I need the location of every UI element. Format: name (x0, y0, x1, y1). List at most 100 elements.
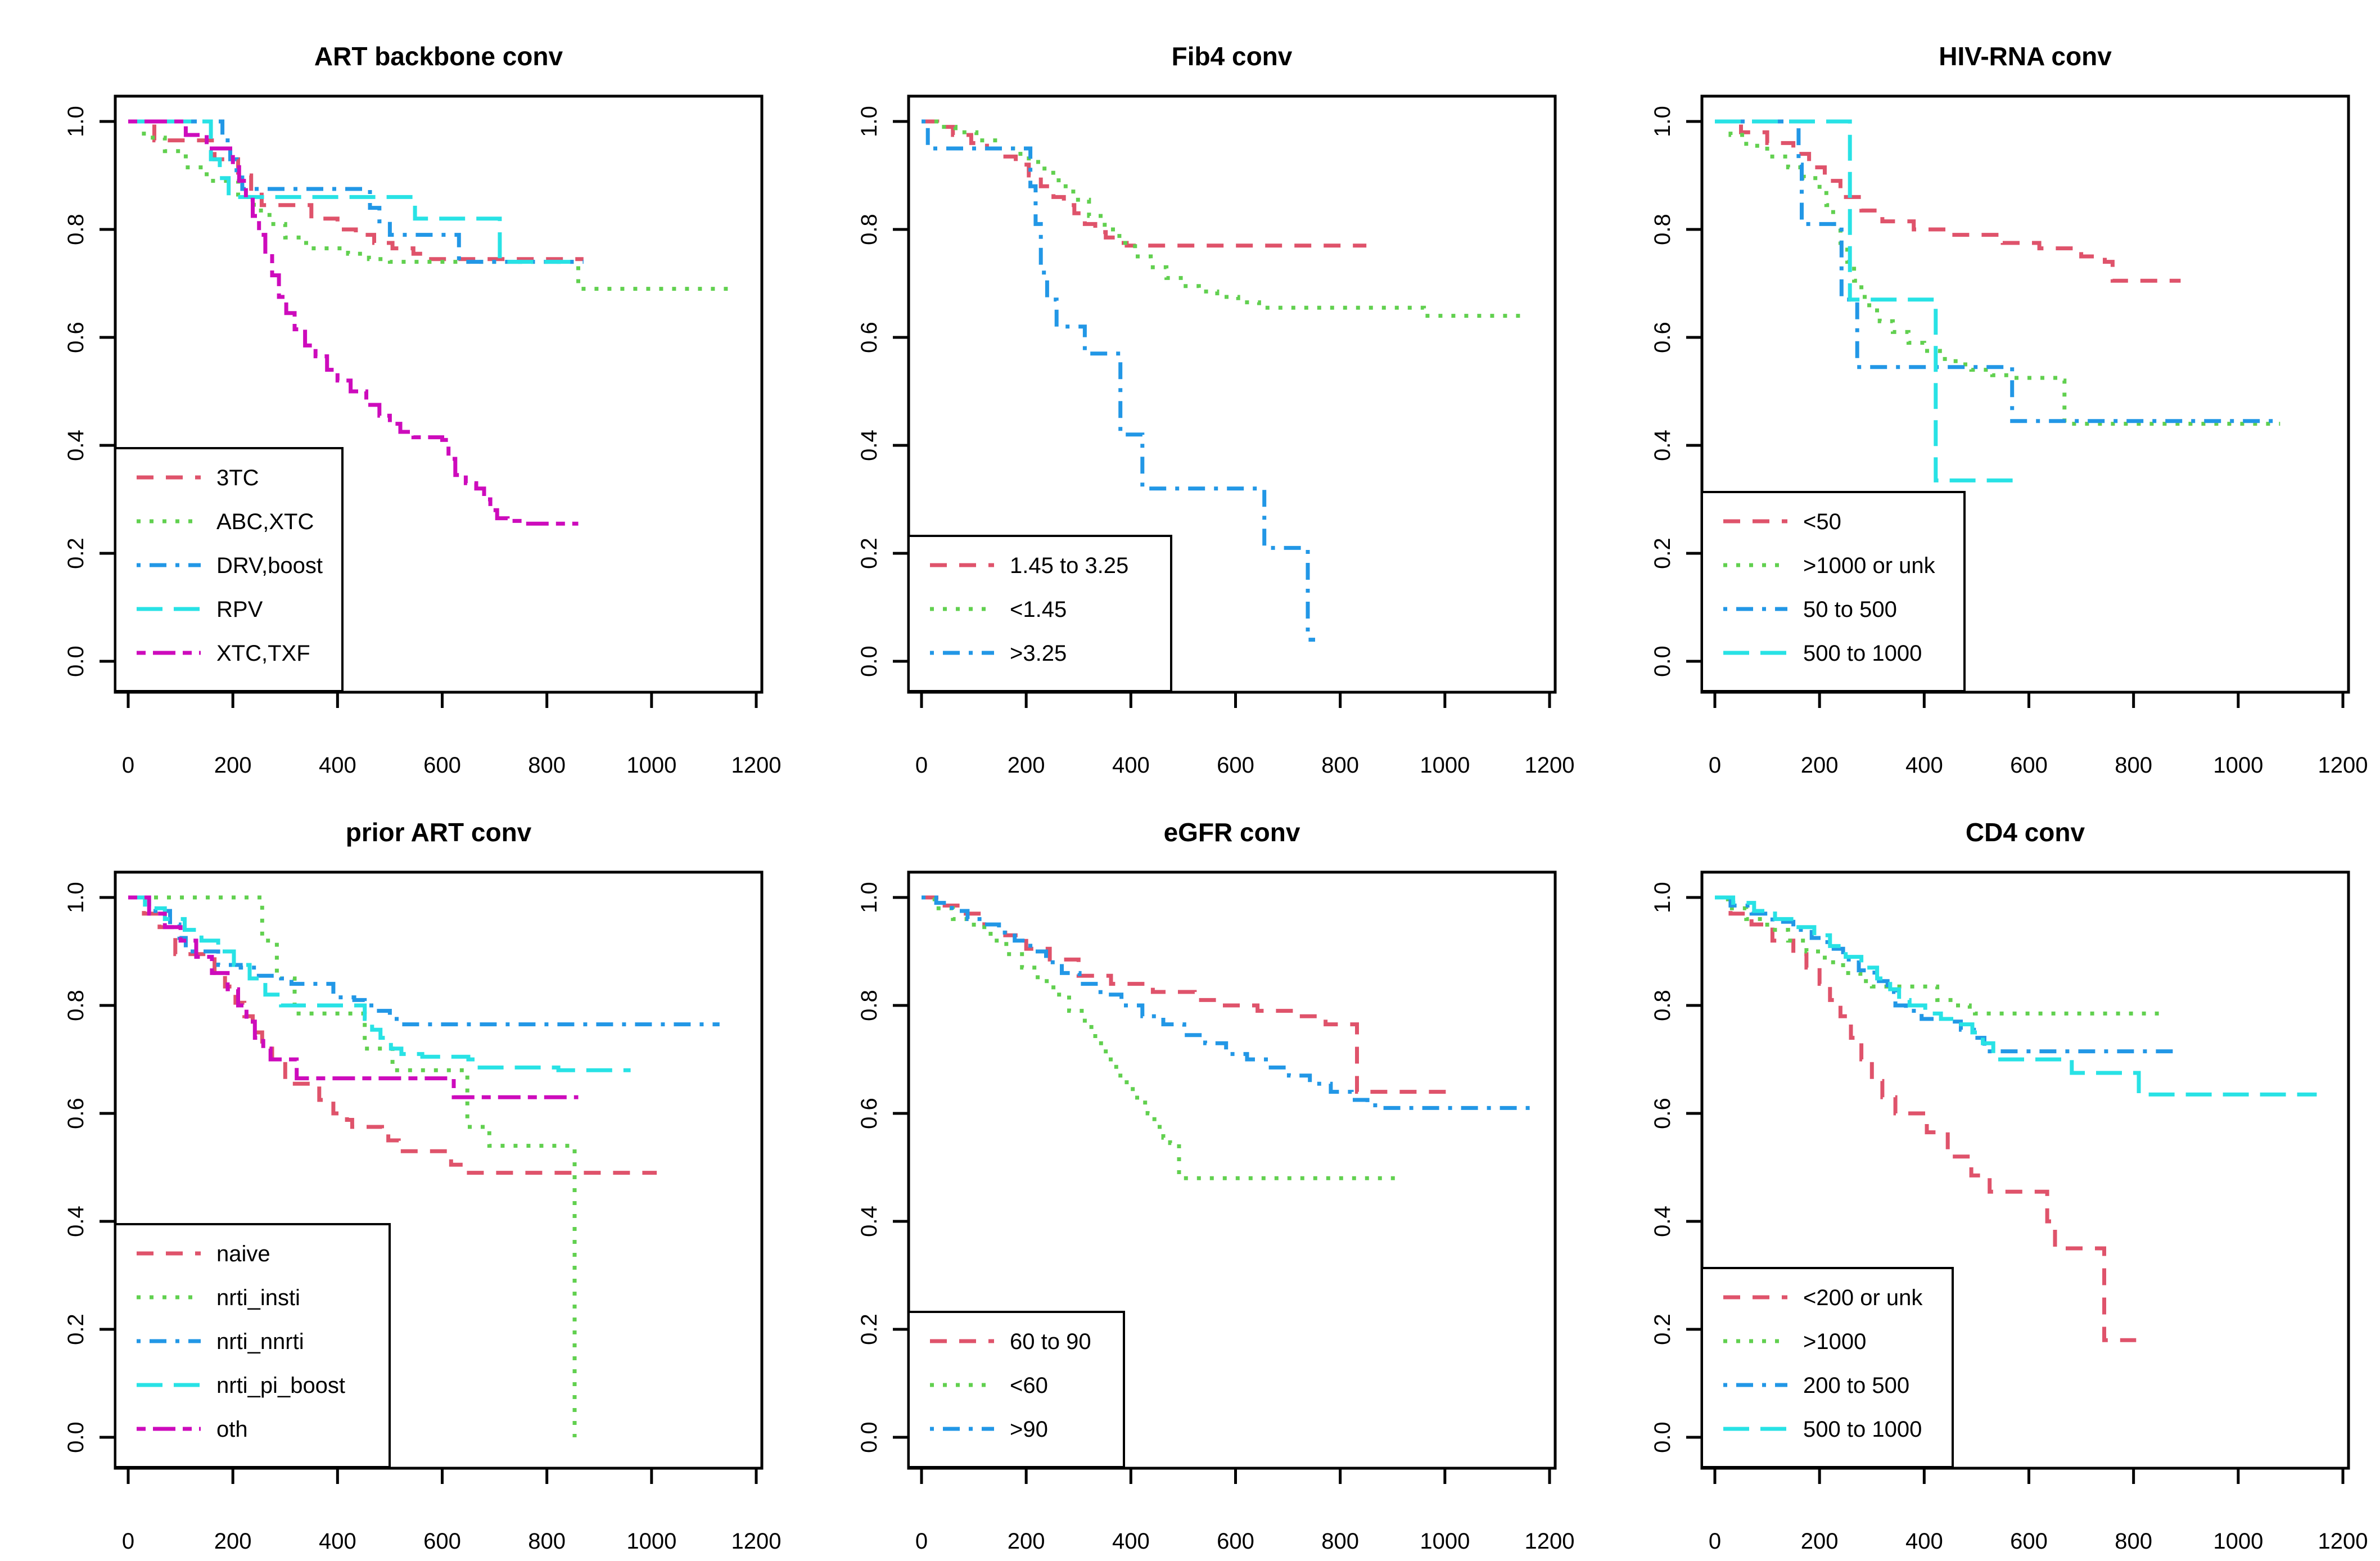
legend-label: 1.45 to 3.25 (1010, 553, 1128, 578)
y-axis-tick-label: 0.0 (857, 646, 882, 677)
y-axis-tick-label: 0.0 (1650, 1422, 1675, 1453)
y-axis-tick-label: 0.8 (857, 214, 882, 245)
panel-title: Fib4 conv (1172, 42, 1293, 71)
y-axis-tick-label: 0.4 (857, 430, 882, 461)
y-axis-tick-label: 1.0 (64, 882, 88, 913)
x-axis-tick-label: 400 (1905, 1529, 1943, 1554)
km-curve-rpv (128, 119, 576, 264)
legend: naive nrti_insti nrti_nnrti nrti_pi_boostot… (114, 1223, 391, 1468)
legend-label: 50 to 500 (1803, 597, 1897, 622)
legend-label: 3TC (216, 466, 259, 490)
y-axis-tick-label: 1.0 (857, 106, 882, 137)
legend-box (1701, 1267, 1954, 1468)
legend: <200 or unk >1000 200 to 500 500 to 1000 (1701, 1267, 1954, 1468)
legend-box (1701, 491, 1966, 692)
x-axis-tick-label: 1000 (2213, 753, 2263, 778)
x-axis-tick-label: 800 (2115, 1529, 2152, 1554)
legend-label: nrti_pi_boost (216, 1373, 345, 1398)
x-axis-tick-label: 600 (423, 1529, 461, 1554)
x-axis-tick-label: 1000 (626, 753, 676, 778)
x-axis-tick-label: 200 (1801, 1529, 1839, 1554)
x-axis-tick-label: 1200 (1525, 753, 1575, 778)
km-panel-art-backbone: ART backbone conv 0 200 400 600 800 1000 1200 0.… (22, 9, 816, 785)
x-axis-tick-label: 0 (122, 753, 134, 778)
x-axis-tick-label: 1200 (2318, 1529, 2368, 1554)
x-axis-tick-label: 800 (528, 1529, 566, 1554)
panel-title: eGFR conv (1164, 818, 1300, 847)
y-axis-tick-label: 0.6 (1650, 1098, 1675, 1129)
x-axis-tick-label: 600 (1217, 753, 1254, 778)
y-axis-tick-label: 0.2 (857, 1314, 882, 1345)
x-axis-tick-label: 0 (915, 1529, 928, 1554)
legend-label: RPV (216, 597, 263, 622)
legend-label: <60 (1010, 1373, 1048, 1398)
plot-box (907, 870, 1557, 1470)
km-curve-3tc (128, 119, 584, 261)
legend-label: 500 to 1000 (1803, 641, 1922, 666)
x-axis-tick-label: 400 (1905, 753, 1943, 778)
km-curve--3-25 (922, 119, 1315, 642)
x-axis-tick-label: 0 (915, 753, 928, 778)
x-axis-tick-label: 1200 (1525, 1529, 1575, 1554)
km-chart-svg: HIV-RNA conv 0 200 400 600 800 1000 1200 0.0 0.2 0… (1650, 42, 2368, 778)
x-axis-tick-label: 1000 (626, 1529, 676, 1554)
y-axis-tick-label: 0.6 (857, 1098, 882, 1129)
y-axis-tick-label: 0.4 (1650, 1206, 1675, 1237)
km-panel-hiv-rna: HIV-RNA conv 0 200 400 600 800 1000 1200 0.0 0.2 0… (1609, 9, 2380, 785)
x-axis-tick-label: 1200 (2318, 753, 2368, 778)
km-curve-nrti-nnrti (128, 895, 720, 1027)
panel-title: CD4 conv (1966, 818, 2085, 847)
legend-label: XTC,TXF (216, 641, 310, 666)
y-axis-tick-label: 0.0 (64, 646, 88, 677)
y-axis-tick-label: 0.4 (1650, 430, 1675, 461)
y-axis-tick-label: 0.6 (64, 322, 88, 353)
km-chart-svg: ART backbone conv 0 200 400 600 800 1000 1200 0.… (64, 42, 781, 778)
y-axis-tick-label: 0.2 (1650, 1314, 1675, 1345)
km-curve-500-to-1000 (1715, 895, 2317, 1097)
legend: 1.45 to 3.25 <1.45 >3.25 (907, 535, 1172, 692)
y-axis-tick-label: 1.0 (857, 882, 882, 913)
km-curve-oth (128, 895, 579, 1099)
km-panel-egfr: eGFR conv 0 200 400 600 800 1000 1200 0.0 0.2 0.4 0… (816, 785, 1609, 1561)
km-curve--50 (1715, 119, 2181, 283)
x-axis-tick-label: 600 (2010, 1529, 2048, 1554)
km-curve-60-to-90 (922, 895, 1456, 1097)
legend: 3TC ABC,XTC DRV,boost RPV XTC,TXF (114, 447, 344, 692)
legend-label: <200 or unk (1803, 1285, 1923, 1310)
plot-box (114, 870, 764, 1470)
km-curve-drv-boost (128, 119, 584, 264)
x-axis-tick-label: 800 (1321, 1529, 1359, 1554)
x-axis-tick-label: 1000 (1420, 1529, 1470, 1554)
legend: <50 >1000 or unk 50 to 500 500 to 1000 (1701, 491, 1966, 692)
km-curve--1-45 (922, 119, 1529, 318)
y-axis-tick-label: 0.6 (1650, 322, 1675, 353)
x-axis-tick-label: 800 (2115, 753, 2152, 778)
km-curve--60 (922, 895, 1398, 1180)
km-chart-svg: Fib4 conv 0 200 400 600 800 1000 1200 0.0 0.2 0.4 0… (857, 42, 1575, 778)
legend-label: 500 to 1000 (1803, 1417, 1922, 1442)
y-axis-tick-label: 0.2 (64, 538, 88, 569)
x-axis-tick-label: 0 (122, 1529, 134, 1554)
plot-box (114, 94, 764, 694)
x-axis-tick-label: 1200 (731, 1529, 782, 1554)
y-axis-tick-label: 1.0 (1650, 882, 1675, 913)
km-panel-cd4: CD4 conv 0 200 400 600 800 1000 1200 0.0 0.2 0.4 0.… (1609, 785, 2380, 1561)
legend-label: DRV,boost (216, 553, 323, 578)
x-axis-tick-label: 200 (1008, 1529, 1045, 1554)
legend-label: oth (216, 1417, 248, 1442)
y-axis-tick-label: 0.0 (1650, 646, 1675, 677)
y-axis-tick-label: 0.4 (857, 1206, 882, 1237)
y-axis-tick-label: 0.0 (64, 1422, 88, 1453)
legend-label: <1.45 (1010, 597, 1067, 622)
km-curve--1000-or-unk (1715, 119, 2280, 426)
legend-label: nrti_insti (216, 1285, 300, 1310)
x-axis-tick-label: 0 (1709, 753, 1721, 778)
plot-box (907, 94, 1557, 694)
km-curve--1000 (1715, 895, 2165, 1016)
km-panel-prior-art: prior ART conv 0 200 400 600 800 1000 1200 0.0 0.… (22, 785, 816, 1561)
y-axis-tick-label: 0.8 (64, 214, 88, 245)
x-axis-tick-label: 400 (1112, 753, 1150, 778)
km-curve-xtc-txf (128, 119, 579, 526)
y-axis-tick-label: 0.2 (857, 538, 882, 569)
